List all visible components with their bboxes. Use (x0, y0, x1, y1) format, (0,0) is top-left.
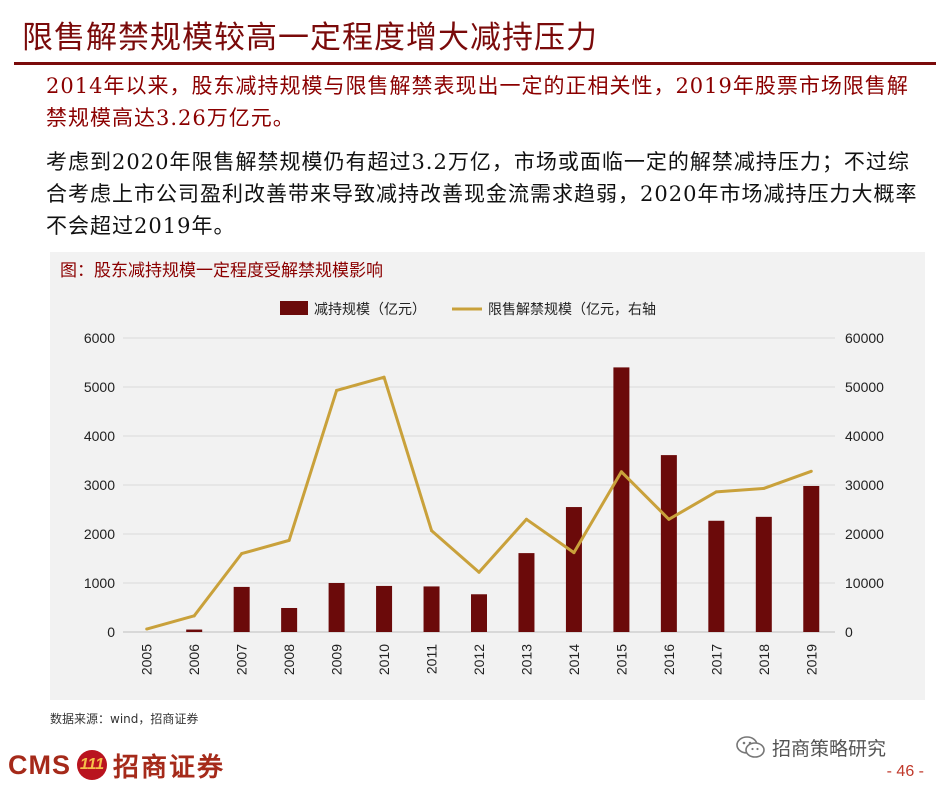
x-tick-label: 2018 (756, 644, 772, 675)
line-point (477, 570, 481, 574)
line-point (287, 538, 291, 542)
line-point (667, 517, 671, 521)
chart-title: 图：股东减持规模一定程度受解禁规模影响 (60, 261, 383, 281)
bar (186, 629, 203, 632)
bar (755, 516, 772, 632)
title-divider (14, 62, 936, 65)
x-tick-label: 2005 (139, 644, 155, 675)
logo-cn-text: 招商证券 (113, 752, 226, 783)
right-tick-label: 50000 (845, 379, 884, 395)
x-tick-label: 2017 (708, 644, 724, 675)
left-tick-label: 5000 (84, 379, 115, 395)
left-tick-label: 2000 (84, 526, 115, 542)
bar (471, 594, 487, 632)
bar (565, 507, 582, 632)
logo-cms-text: CMS (8, 749, 71, 780)
right-tick-label: 60000 (845, 330, 884, 346)
line-point (335, 388, 339, 392)
cms-logo: CMS 111 招商证券 (8, 748, 226, 783)
line-point (240, 552, 244, 556)
x-tick-label: 2019 (803, 644, 819, 675)
watermark-text: 招商策略研究 (772, 737, 887, 760)
x-tick-label: 2010 (376, 644, 392, 675)
bar (328, 583, 345, 632)
paragraph-1: 2014年以来，股东减持规模与限售解禁表现出一定的正相关性，2019年股票市场限… (46, 74, 909, 130)
line-point (714, 490, 718, 494)
line-point (192, 614, 196, 618)
right-tick-label: 10000 (845, 575, 884, 591)
left-tick-label: 6000 (84, 330, 115, 346)
right-tick-label: 0 (845, 624, 853, 640)
bar (423, 586, 440, 632)
x-tick-label: 2016 (661, 644, 677, 675)
line-point (524, 517, 528, 521)
line-point (145, 627, 149, 631)
paragraph-2: 考虑到2020年限售解禁规模仍有超过3.2万亿，市场或面临一定的解禁减持压力；不… (46, 150, 918, 238)
x-tick-label: 2008 (281, 644, 297, 675)
bar (518, 553, 535, 632)
left-tick-label: 1000 (84, 575, 115, 591)
chart: 0 0 1000 10000 2000 20000 3000 30000 4000 40000 50… (84, 301, 884, 675)
left-tick-label: 0 (107, 624, 115, 640)
x-tick-label: 2006 (186, 644, 202, 675)
x-tick-label: 2013 (518, 644, 534, 675)
x-tick-label: 2009 (329, 644, 345, 675)
legend-bar-swatch (280, 301, 308, 315)
left-tick-label: 3000 (84, 477, 115, 493)
line-point (619, 470, 623, 474)
line-point (430, 529, 434, 533)
bar (376, 585, 393, 632)
x-tick-label: 2007 (234, 644, 250, 675)
line-point (572, 551, 576, 555)
x-tick-label: 2015 (613, 644, 629, 675)
line-point (809, 469, 813, 473)
line-point (762, 486, 766, 490)
data-source: 数据来源：wind，招商证券 (50, 712, 199, 726)
line-point (382, 375, 386, 379)
page-number: - 46 - (886, 763, 924, 780)
x-tick-label: 2012 (471, 644, 487, 675)
x-tick-label: 2011 (424, 644, 440, 674)
legend-bar-label: 减持规模（亿元） (314, 301, 426, 317)
right-tick-label: 20000 (845, 526, 884, 542)
x-tick-label: 2014 (566, 644, 582, 675)
right-tick-label: 30000 (845, 477, 884, 493)
page-title: 限售解禁规模较高一定程度增大减持压力 (22, 20, 598, 56)
wechat-watermark: 招商策略研究 (736, 734, 886, 760)
bar (281, 607, 298, 632)
legend-line-label: 限售解禁规模（亿元，右轴 (488, 301, 656, 317)
bar (233, 586, 250, 632)
wechat-icon (736, 736, 765, 758)
logo-badge-icon: 111 (77, 750, 107, 780)
chart-panel: 图：股东减持规模一定程度受解禁规模影响 0 0 1000 10000 2000 20000… (50, 252, 925, 700)
bar (708, 520, 725, 632)
bar (613, 367, 630, 632)
bar (803, 485, 820, 632)
left-tick-label: 4000 (84, 428, 115, 444)
bar (660, 455, 677, 632)
right-tick-label: 40000 (845, 428, 884, 444)
